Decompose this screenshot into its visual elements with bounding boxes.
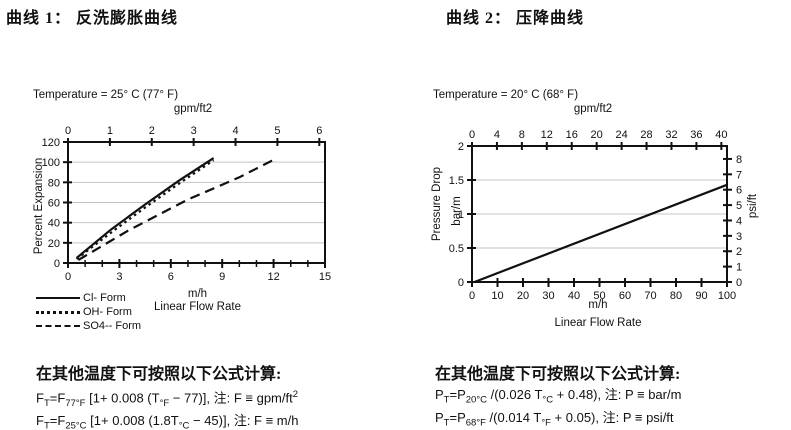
svg-text:12: 12 [267,271,279,283]
svg-text:3: 3 [116,271,122,283]
svg-text:3: 3 [736,231,742,243]
svg-text:100: 100 [42,157,60,169]
legend-item: SO4-- Form [36,319,141,333]
svg-text:12: 12 [541,129,553,141]
chart1-x-axis-caption: m/h Linear Flow Rate [145,288,250,314]
legend-label: Cl- Form [83,292,126,304]
chart1-temperature-note: Temperature = 25° C (77° F) [33,89,179,101]
formula-left-line2: FT=F25°C [1+ 0.008 (1.8T°C − 45)], 注: F … [36,413,299,430]
curve1-title: 曲线 1： 反洗膨胀曲线 [6,10,179,27]
svg-text:1.5: 1.5 [449,175,464,187]
formula-heading-left: 在其他温度下可按照以下公式计算: [36,366,282,383]
svg-text:100: 100 [718,290,736,302]
chart2-y2-axis-label: psi/ft [747,193,759,219]
svg-text:6: 6 [736,185,742,197]
formula-block-left: 在其他温度下可按照以下公式计算: FT=F77°F [1+ 0.008 (T°F… [36,366,406,430]
svg-text:70: 70 [644,290,656,302]
formula-right-line1: PT=P20°C /(0.026 T°C + 0.48), 注: P ≡ bar… [435,387,682,406]
svg-text:4: 4 [494,129,500,141]
chart2-y-axis-unit: bar/m [451,196,463,226]
chart1-y-axis-label: Percent Expansion [33,157,45,255]
svg-text:2: 2 [736,246,742,258]
svg-text:5: 5 [274,125,280,137]
svg-text:20: 20 [591,129,603,141]
svg-text:20: 20 [48,238,60,250]
svg-text:50: 50 [593,290,605,302]
svg-text:0: 0 [458,277,464,289]
svg-text:0: 0 [65,271,71,283]
legend-line-sample-solid [36,297,80,299]
svg-text:32: 32 [665,129,677,141]
svg-text:4: 4 [736,215,742,227]
svg-text:120: 120 [42,137,60,149]
svg-text:0: 0 [54,258,60,270]
svg-text:40: 40 [568,290,580,302]
formula-right-line2: PT=P68°F /(0.014 T°F + 0.05), 注: P ≡ psi… [435,410,674,429]
legend: Cl- Form OH- Form SO4-- Form [36,291,141,333]
svg-text:0: 0 [736,277,742,289]
svg-text:2: 2 [149,125,155,137]
svg-text:2: 2 [458,141,464,153]
svg-text:9: 9 [219,271,225,283]
legend-item: Cl- Form [36,291,141,305]
chart2-x-unit: m/h [588,299,608,311]
chart1-x-unit: m/h [187,288,208,300]
svg-text:0.5: 0.5 [449,243,464,255]
svg-text:40: 40 [715,129,727,141]
svg-text:16: 16 [566,129,578,141]
svg-text:24: 24 [615,129,627,141]
chart1-top-axis-label: gpm/ft2 [173,103,213,115]
svg-text:36: 36 [690,129,702,141]
svg-text:80: 80 [670,290,682,302]
svg-text:80: 80 [48,177,60,189]
svg-text:0: 0 [469,290,475,302]
chart2-top-axis-label: gpm/ft2 [573,103,613,115]
svg-text:7: 7 [736,169,742,181]
legend-line-sample-dotted [36,310,80,314]
chart2-x-label: Linear Flow Rate [554,317,642,329]
chart2-temperature-note: Temperature = 20° C (68° F) [433,89,579,101]
svg-text:1: 1 [736,262,742,274]
svg-text:0: 0 [469,129,475,141]
curve2-title: 曲线 2： 压降曲线 [446,10,585,27]
svg-text:10: 10 [491,290,503,302]
svg-text:90: 90 [695,290,707,302]
formula-heading-right: 在其他温度下可按照以下公式计算: [435,366,681,383]
svg-text:60: 60 [619,290,631,302]
svg-text:15: 15 [319,271,331,283]
legend-line-sample-dashed [36,325,80,327]
svg-text:6: 6 [168,271,174,283]
svg-text:1: 1 [107,125,113,137]
svg-text:30: 30 [542,290,554,302]
svg-text:28: 28 [640,129,652,141]
svg-text:8: 8 [736,154,742,166]
legend-label: OH- Form [83,306,132,318]
chart2-y-axis-label: Pressure Drop [431,166,443,242]
svg-text:1: 1 [458,209,464,221]
chart1-x-label: Linear Flow Rate [154,301,241,313]
svg-text:5: 5 [736,200,742,212]
legend-label: SO4-- Form [83,320,142,332]
svg-text:6: 6 [316,125,322,137]
legend-item: OH- Form [36,305,141,319]
formula-left-line1: FT=F77°F [1+ 0.008 (T°F − 77)], 注: F ≡ g… [36,389,299,409]
svg-text:60: 60 [48,198,60,210]
svg-text:0: 0 [65,125,71,137]
svg-text:3: 3 [191,125,197,137]
svg-text:20: 20 [517,290,529,302]
svg-text:40: 40 [48,218,60,230]
formula-block-right: 在其他温度下可按照以下公式计算: PT=P20°C /(0.026 T°C + … [435,366,791,430]
svg-text:8: 8 [519,129,525,141]
svg-text:4: 4 [232,125,238,137]
